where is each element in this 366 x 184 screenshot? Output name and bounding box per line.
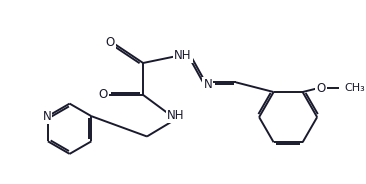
Text: O: O (99, 88, 108, 101)
Text: N: N (42, 110, 51, 123)
Text: NH: NH (167, 109, 185, 122)
Text: CH₃: CH₃ (344, 83, 365, 93)
Text: N: N (203, 78, 212, 91)
Text: NH: NH (174, 49, 191, 62)
Text: O: O (106, 36, 115, 49)
Text: O: O (316, 82, 326, 95)
